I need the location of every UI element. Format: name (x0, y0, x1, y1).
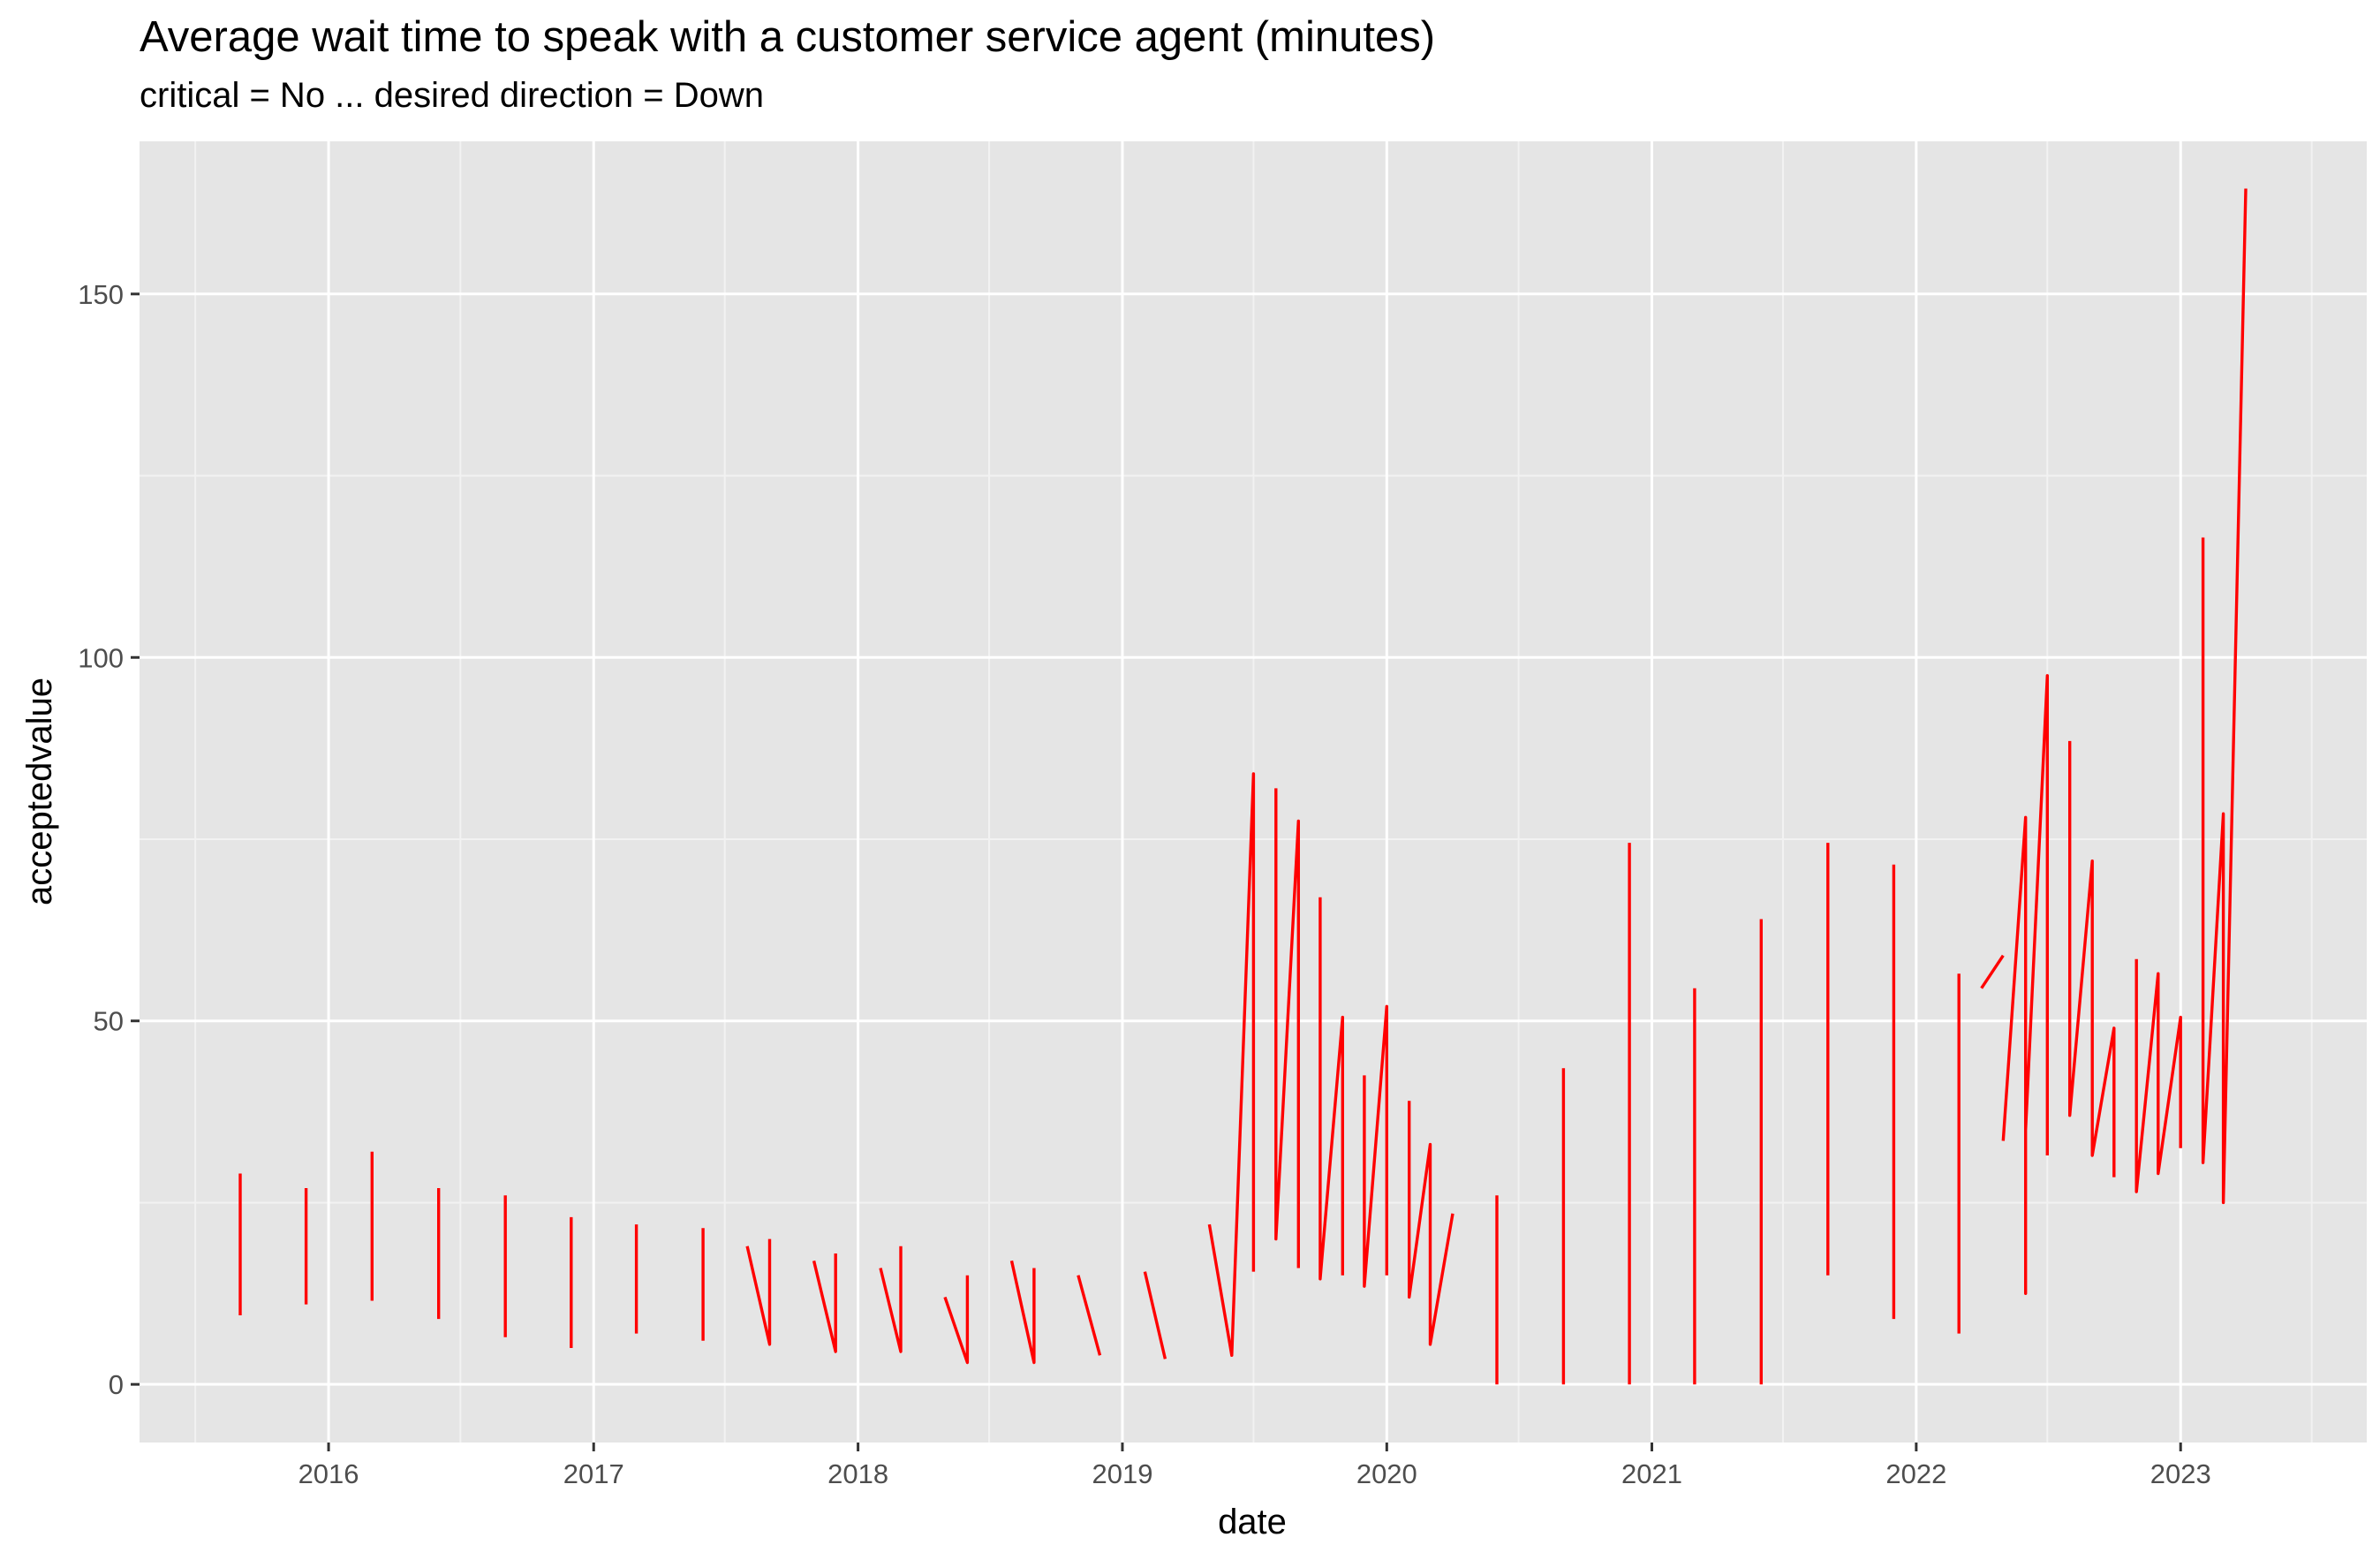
series-line (812, 1253, 837, 1353)
x-tick-label: 2020 (1356, 1458, 1417, 1489)
series-line (1143, 1271, 1167, 1359)
x-axis-title: date (1218, 1503, 1287, 1541)
series-line (1009, 1260, 1036, 1365)
series-line (1318, 897, 1345, 1281)
series-line (1980, 954, 2005, 989)
series-line (1274, 788, 1301, 1268)
series-line (943, 1275, 970, 1365)
y-axis-title: acceptedvalue (20, 678, 59, 905)
x-tick-label: 2019 (1092, 1458, 1152, 1489)
series-line (1363, 1004, 1389, 1288)
series-line (2067, 740, 2116, 1178)
chart-title: Average wait time to speak with a custom… (140, 13, 1436, 61)
y-tick-label: 50 (94, 1006, 124, 1037)
y-tick-label: 150 (78, 279, 124, 310)
x-tick-label: 2017 (563, 1458, 624, 1489)
x-tick-label: 2023 (2150, 1458, 2211, 1489)
series-line (745, 1238, 772, 1346)
chart-subtitle: critical = No ... desired direction = Do… (140, 76, 764, 115)
series-line (2001, 674, 2050, 1296)
x-tick-label: 2018 (827, 1458, 888, 1489)
series-layer (238, 188, 2248, 1385)
series-line (879, 1246, 903, 1353)
series-line (2201, 188, 2248, 1205)
x-tick-label: 2021 (1621, 1458, 1682, 1489)
series-line (2134, 958, 2182, 1193)
axis-layer: 2016 2017 2018 2019 2020 2021 2022 2023 0 50 100 15… (78, 279, 2210, 1489)
y-tick-label: 100 (78, 642, 124, 673)
x-tick-label: 2016 (298, 1458, 359, 1489)
series-line (1207, 772, 1256, 1358)
series-line (1077, 1275, 1102, 1356)
series-line (1407, 1101, 1454, 1346)
x-tick-label: 2022 (1885, 1458, 1946, 1489)
y-tick-label: 0 (109, 1369, 124, 1400)
